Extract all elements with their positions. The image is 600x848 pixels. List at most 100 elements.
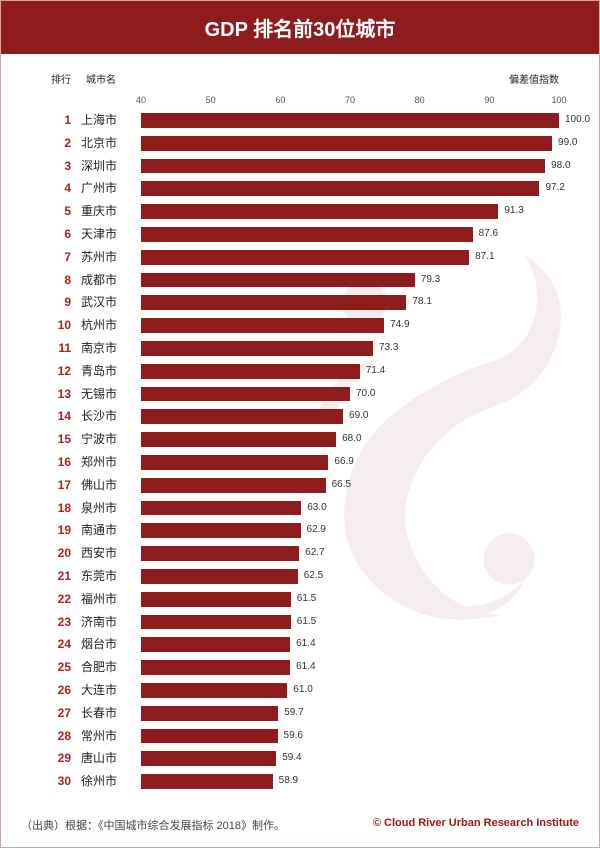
- rank-label: 5: [41, 200, 71, 223]
- x-tick: 50: [206, 95, 216, 105]
- rank-label: 7: [41, 246, 71, 269]
- bar-track: 61.5: [141, 592, 559, 607]
- rank-label: 11: [41, 337, 71, 360]
- bar-track: 100.0: [141, 113, 559, 128]
- bar-track: 66.5: [141, 478, 559, 493]
- bar: [141, 501, 301, 516]
- bar-track: 98.0: [141, 159, 559, 174]
- rank-label: 26: [41, 679, 71, 702]
- city-label: 武汉市: [81, 291, 136, 314]
- bar: [141, 751, 276, 766]
- value-label: 66.9: [334, 455, 353, 470]
- rank-label: 3: [41, 155, 71, 178]
- city-label: 无锡市: [81, 383, 136, 406]
- value-label: 74.9: [390, 318, 409, 333]
- city-label: 北京市: [81, 132, 136, 155]
- bar-row: 2北京市99.0: [41, 132, 559, 155]
- bar-row: 16 郑州市 66.9: [41, 451, 559, 474]
- bar: [141, 683, 287, 698]
- bar-track: 69.0: [141, 409, 559, 424]
- value-label: 87.6: [479, 227, 498, 242]
- bar-track: 73.3: [141, 341, 559, 356]
- value-label: 62.5: [304, 569, 323, 584]
- bar-row: 21东莞市62.5: [41, 565, 559, 588]
- city-label: 天津市: [81, 223, 136, 246]
- rank-label: 2: [41, 132, 71, 155]
- bar-track: 71.4: [141, 364, 559, 379]
- bar: [141, 592, 291, 607]
- x-tick: 80: [415, 95, 425, 105]
- header-rank: 排行: [41, 71, 81, 86]
- value-label: 61.5: [297, 592, 316, 607]
- rank-label: 27: [41, 702, 71, 725]
- bar: [141, 295, 406, 310]
- header-index: 偏差值指数: [509, 71, 559, 86]
- bar-track: 68.0: [141, 432, 559, 447]
- rank-label: 18: [41, 497, 71, 520]
- x-axis: 405060708090100: [41, 95, 559, 109]
- footer: （出典）根据：《中国城市综合发展指标 2018》制作。 © Cloud Rive…: [21, 817, 579, 833]
- value-label: 79.3: [421, 273, 440, 288]
- rank-label: 17: [41, 474, 71, 497]
- value-label: 73.3: [379, 341, 398, 356]
- value-label: 99.0: [558, 136, 577, 151]
- city-label: 上海市: [81, 109, 136, 132]
- rank-label: 1: [41, 109, 71, 132]
- value-label: 62.7: [305, 546, 324, 561]
- city-label: 苏州市: [81, 246, 136, 269]
- bar-track: 62.5: [141, 569, 559, 584]
- bar: [141, 409, 343, 424]
- bar-row: 11南京市73.3: [41, 337, 559, 360]
- bar-track: 62.9: [141, 523, 559, 538]
- rank-label: 9: [41, 291, 71, 314]
- value-label: 100.0: [565, 113, 590, 128]
- bar: [141, 364, 360, 379]
- bar-row: 13无锡市70.0: [41, 383, 559, 406]
- bar-track: 61.5: [141, 615, 559, 630]
- rank-label: 19: [41, 519, 71, 542]
- value-label: 97.2: [545, 181, 564, 196]
- bar-track: 61.4: [141, 637, 559, 652]
- city-label: 成都市: [81, 269, 136, 292]
- bar-row: 18泉州市63.0: [41, 497, 559, 520]
- x-tick: 70: [345, 95, 355, 105]
- bar: [141, 387, 350, 402]
- rank-label: 8: [41, 269, 71, 292]
- bar: [141, 181, 539, 196]
- rank-label: 21: [41, 565, 71, 588]
- city-label: 郑州市: [81, 451, 136, 474]
- city-label: 合肥市: [81, 656, 136, 679]
- bar: [141, 615, 291, 630]
- rank-label: 25: [41, 656, 71, 679]
- rank-label: 6: [41, 223, 71, 246]
- bar-row: 17佛山市66.5: [41, 474, 559, 497]
- bar-track: 70.0: [141, 387, 559, 402]
- rank-label: 22: [41, 588, 71, 611]
- bar-row: 26大连市61.0: [41, 679, 559, 702]
- rank-label: 12: [41, 360, 71, 383]
- bar-row: 30徐州市58.9: [41, 770, 559, 793]
- rank-label: 4: [41, 177, 71, 200]
- bar: [141, 478, 326, 493]
- bar-track: 61.0: [141, 683, 559, 698]
- city-label: 长春市: [81, 702, 136, 725]
- value-label: 61.5: [297, 615, 316, 630]
- bar: [141, 432, 336, 447]
- value-label: 68.0: [342, 432, 361, 447]
- bar-row: 19南通市62.9: [41, 519, 559, 542]
- value-label: 98.0: [551, 159, 570, 174]
- bar-track: 97.2: [141, 181, 559, 196]
- bar-track: 59.6: [141, 729, 559, 744]
- value-label: 61.4: [296, 660, 315, 675]
- chart-title: GDP 排名前30位城市: [205, 19, 396, 41]
- rank-label: 16: [41, 451, 71, 474]
- bar-row: 20西安市62.7: [41, 542, 559, 565]
- bar-row: 3深圳市98.0: [41, 155, 559, 178]
- value-label: 59.6: [284, 729, 303, 744]
- bar: [141, 455, 328, 470]
- bar-row: 28常州市59.6: [41, 725, 559, 748]
- bar-track: 87.6: [141, 227, 559, 242]
- bar: [141, 318, 384, 333]
- bar: [141, 136, 552, 151]
- value-label: 62.9: [307, 523, 326, 538]
